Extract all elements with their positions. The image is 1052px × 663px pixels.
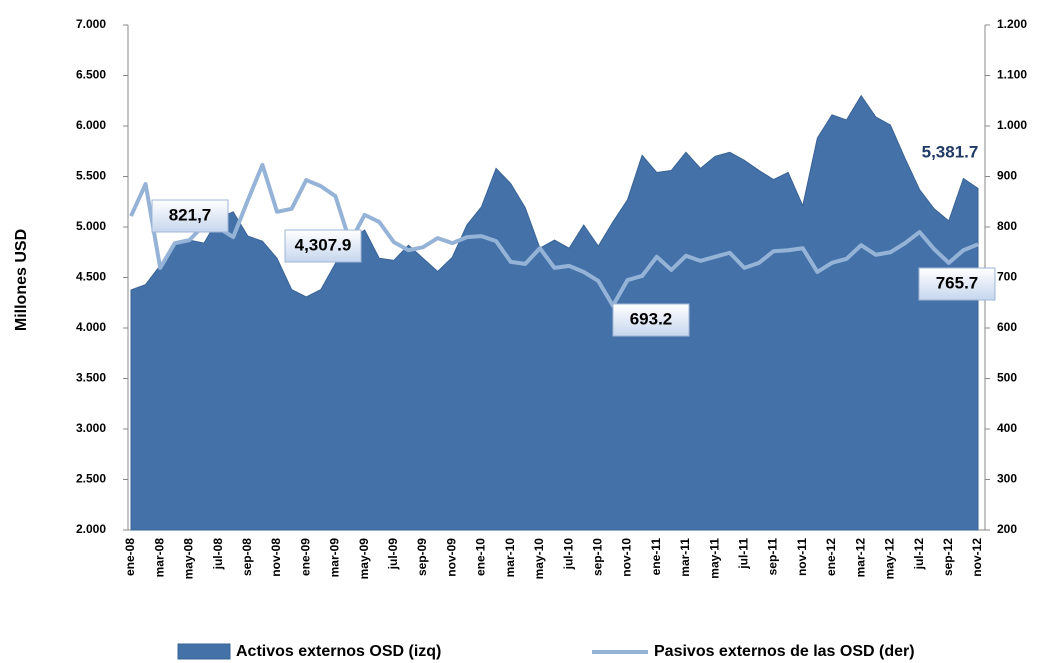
y-tick-label: 4.000	[76, 320, 106, 334]
x-tick-label: ene-12	[824, 538, 838, 576]
x-tick-label: sep-09	[415, 538, 429, 576]
x-tick-label: may-08	[182, 538, 196, 580]
y-tick-label: 3.500	[76, 371, 106, 385]
legend-swatch	[177, 643, 231, 660]
y2-tick-label: 800	[997, 219, 1017, 233]
x-tick-label: nov-11	[795, 538, 809, 576]
line	[129, 162, 979, 308]
data-label-box	[151, 199, 229, 233]
x-tick-label: ene-10	[474, 538, 488, 576]
x-tick-label: jul-12	[912, 538, 926, 571]
x-tick-label: nov-09	[444, 538, 458, 577]
x-tick-label: may-11	[707, 538, 721, 579]
y-tick-label: 3.000	[76, 421, 106, 435]
x-tick-label: sep-12	[941, 538, 955, 576]
x-tick-label: sep-11	[766, 538, 780, 576]
x-tick-label: jul-11	[737, 538, 751, 570]
x-tick-label: may-09	[357, 538, 371, 580]
y2-tick-label: 300	[997, 472, 1017, 486]
data-label: 765.7	[936, 273, 979, 292]
data-label-box	[284, 229, 362, 263]
x-tick-label: mar-08	[152, 538, 166, 578]
data-label: 693.2	[630, 309, 673, 328]
y-tick-label: 2.000	[76, 522, 106, 536]
x-tick-label: ene-08	[123, 538, 137, 576]
x-tick-label: mar-11	[678, 538, 692, 577]
x-tick-label: sep-08	[240, 538, 254, 576]
y2-tick-label: 1.000	[997, 118, 1027, 132]
x-tick-label: mar-10	[503, 538, 517, 578]
x-tick-label: nov-08	[269, 538, 283, 577]
x-tick-label: ene-11	[649, 538, 663, 576]
y-tick-label: 4.500	[76, 270, 106, 284]
y2-tick-label: 700	[997, 270, 1017, 284]
x-tick-label: nov-12	[970, 538, 984, 577]
y-tick-label: 6.000	[76, 118, 106, 132]
data-label-box	[612, 303, 690, 337]
data-label: 5,381.7	[922, 142, 979, 161]
x-tick-label: mar-12	[853, 538, 867, 578]
data-label-box	[918, 267, 996, 301]
y-tick-label: 5.000	[76, 219, 106, 233]
x-tick-label: may-10	[532, 538, 546, 580]
y-tick-label: 7.000	[76, 17, 106, 31]
x-tick-label: nov-10	[620, 538, 634, 577]
area	[130, 94, 979, 531]
x-tick-label: mar-09	[328, 538, 342, 578]
y-tick-label: 6.500	[76, 68, 106, 82]
y2-tick-label: 1.200	[997, 17, 1027, 31]
x-tick-label: may-12	[883, 538, 897, 580]
x-tick-label: ene-09	[298, 538, 312, 576]
data-label: 4,307.9	[295, 235, 352, 254]
x-tick-label: sep-10	[590, 538, 604, 576]
y-tick-label: 5.500	[76, 169, 106, 183]
y2-tick-label: 200	[997, 522, 1017, 536]
y2-tick-label: 1.100	[997, 68, 1027, 82]
x-tick-label: jul-08	[211, 538, 225, 571]
y2-tick-label: 900	[997, 169, 1017, 183]
data-label: 821,7	[169, 205, 212, 224]
legend-label: Pasivos externos de las OSD (der)	[654, 643, 915, 660]
y-axis-label: Millones USD	[13, 229, 30, 331]
x-tick-label: jul-10	[561, 538, 575, 571]
y2-tick-label: 600	[997, 320, 1017, 334]
x-tick-label: jul-09	[386, 538, 400, 571]
y2-tick-label: 400	[997, 421, 1017, 435]
y2-tick-label: 500	[997, 371, 1017, 385]
y-tick-label: 2.500	[76, 472, 106, 486]
legend-label: Activos externos OSD (izq)	[236, 643, 441, 660]
